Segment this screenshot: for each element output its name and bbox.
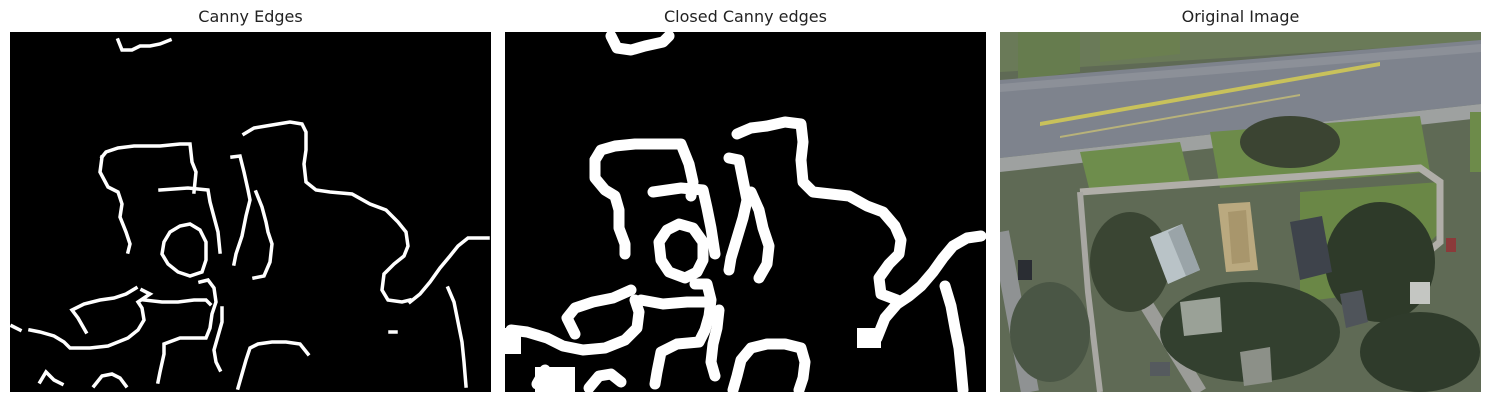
aerial-photo-canvas	[1000, 32, 1481, 392]
closed-blobs	[505, 328, 881, 392]
closed-canny-edges-image	[505, 32, 986, 392]
tree-shadow	[1240, 116, 1340, 168]
closed-canny-edges-panel: Closed Canny edges	[505, 0, 986, 402]
panel-title: Canny Edges	[198, 7, 303, 26]
closed-canny-edges-canvas	[505, 32, 986, 392]
panel-title: Closed Canny edges	[664, 7, 827, 26]
grass-lot	[1080, 142, 1190, 192]
canny-edges-canvas	[10, 32, 491, 392]
original-image-panel: Original Image	[1000, 0, 1481, 402]
road	[1000, 40, 1481, 158]
panel-title: Original Image	[1181, 7, 1300, 26]
road-marking	[1040, 62, 1380, 126]
canny-edges-image	[10, 32, 491, 392]
canny-edges-panel: Canny Edges	[10, 0, 491, 402]
aerial-photo	[1000, 32, 1481, 392]
house-dark-roof	[1290, 216, 1332, 280]
edge-strokes	[10, 37, 490, 391]
